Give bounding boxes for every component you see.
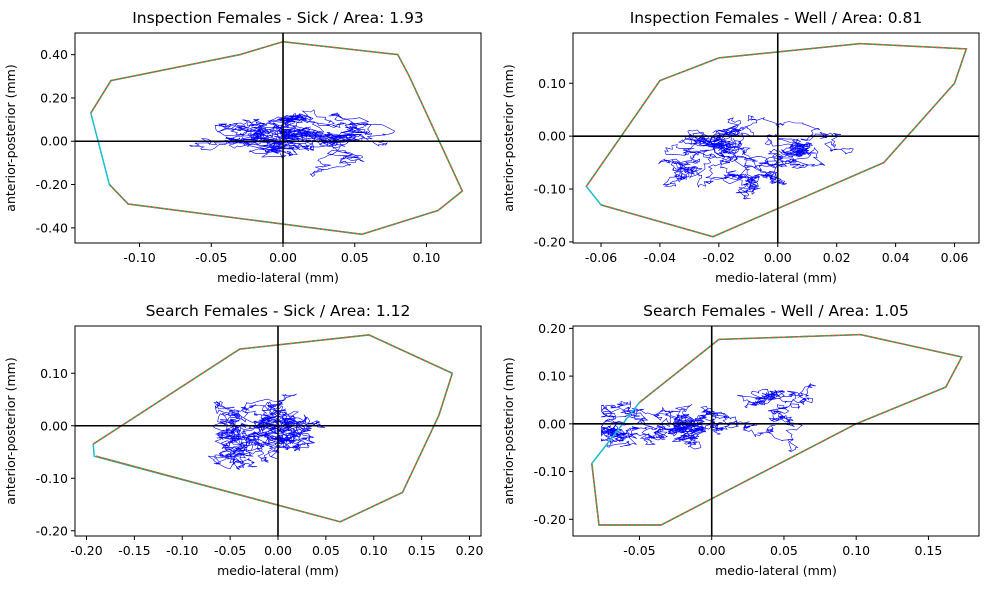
convex-hull [591, 333, 963, 526]
y-tick-label: 0.20 [40, 90, 68, 105]
y-tick-label: -0.10 [36, 471, 68, 486]
sway-trace [189, 109, 396, 177]
y-axis-label: anterior-posterior (mm) [3, 357, 18, 504]
y-axis-label: anterior-posterior (mm) [3, 64, 18, 211]
y-tick-label: 0.40 [40, 47, 68, 62]
x-tick-label: -0.20 [70, 543, 102, 558]
y-tick-label: -0.10 [534, 464, 566, 479]
x-tick-label: 0.10 [413, 250, 441, 265]
sway-trace [208, 393, 326, 470]
x-tick-label: 0.00 [764, 250, 792, 265]
y-tick-label: -0.20 [36, 177, 68, 192]
x-tick-label: 0.10 [842, 543, 870, 558]
hull-outline-green [591, 333, 963, 526]
y-axis-label: anterior-posterior (mm) [501, 357, 516, 504]
x-tick-label: 0.02 [823, 250, 851, 265]
y-tick-label: 0.10 [538, 76, 566, 91]
x-axis-label: medio-lateral (mm) [715, 270, 837, 285]
y-axis-label: anterior-posterior (mm) [501, 64, 516, 211]
subplot-title: Search Females - Well / Area: 1.05 [643, 302, 909, 320]
x-tick-label: 0.00 [698, 543, 726, 558]
subplot-3: -0.20 -0.15 -0.10 -0.05 0.00 0.05 0.10 0.15 0.20… [3, 302, 483, 578]
y-tick-label: -0.20 [534, 512, 566, 527]
x-tick-label: 0.05 [341, 250, 369, 265]
y-tick-label: -0.10 [534, 182, 566, 197]
y-tick-label: 0.00 [538, 416, 566, 431]
x-axis-label: medio-lateral (mm) [217, 563, 339, 578]
axes-frame [572, 32, 980, 244]
plot-area [573, 33, 979, 243]
subplot-title: Inspection Females - Well / Area: 0.81 [630, 9, 923, 27]
subplot-4: -0.05 0.00 0.05 0.10 0.15 -0.20 -0.10 0.00 0.10 0… [501, 302, 980, 578]
y-tick-label: 0.20 [538, 321, 566, 336]
y-tick-label: 0.00 [40, 134, 68, 149]
x-tick-label: 0.04 [882, 250, 910, 265]
x-tick-label: -0.05 [214, 543, 246, 558]
x-tick-label: -0.15 [118, 543, 150, 558]
hull-outline-red-dashed [591, 333, 963, 526]
y-tick-label: 0.10 [40, 366, 68, 381]
x-tick-label: 0.20 [456, 543, 484, 558]
plot-area [75, 33, 481, 243]
subplot-title: Search Females - Sick / Area: 1.12 [146, 302, 411, 320]
y-tick-label: 0.10 [538, 369, 566, 384]
axes-frame [572, 325, 980, 537]
x-tick-label: -0.02 [703, 250, 735, 265]
subplot-2: -0.06 -0.04 -0.02 0.00 0.02 0.04 0.06 -0.20 -0.1… [501, 9, 980, 285]
plot-area [573, 326, 979, 536]
axes-frame [74, 32, 482, 244]
x-tick-label: 0.15 [915, 543, 943, 558]
x-tick-label: 0.05 [770, 543, 798, 558]
x-tick-label: 0.15 [408, 543, 436, 558]
convex-hull [585, 42, 968, 238]
x-tick-label: -0.05 [195, 250, 227, 265]
y-tick-label: -0.20 [36, 523, 68, 538]
x-axis-label: medio-lateral (mm) [217, 270, 339, 285]
x-tick-label: -0.05 [623, 543, 655, 558]
y-tick-label: -0.40 [36, 220, 68, 235]
x-tick-label: -0.06 [585, 250, 617, 265]
x-axis-label: medio-lateral (mm) [715, 563, 837, 578]
x-tick-label: -0.10 [123, 250, 155, 265]
hull-outline-red-dashed [90, 40, 464, 236]
sway-trace [658, 115, 854, 200]
x-tick-label: 0.00 [264, 543, 292, 558]
subplot-1: -0.10 -0.05 0.00 0.05 0.10 -0.40 -0.20 0.00 0.20… [3, 9, 482, 285]
x-tick-label: 0.00 [269, 250, 297, 265]
x-tick-label: -0.04 [644, 250, 676, 265]
x-tick-label: 0.10 [360, 543, 388, 558]
x-tick-label: -0.10 [166, 543, 198, 558]
x-tick-label: 0.06 [941, 250, 969, 265]
hull-outline-red-dashed [585, 42, 968, 238]
y-tick-label: 0.00 [538, 129, 566, 144]
hull-outline-green [585, 42, 968, 238]
y-tick-label: 0.00 [40, 418, 68, 433]
sway-trace [600, 383, 816, 452]
hull-outline-red-dashed [92, 334, 454, 523]
y-tick-label: -0.20 [534, 234, 566, 249]
x-tick-label: 0.05 [312, 543, 340, 558]
plot-area [75, 326, 481, 536]
subplot-title: Inspection Females - Sick / Area: 1.93 [132, 9, 424, 27]
